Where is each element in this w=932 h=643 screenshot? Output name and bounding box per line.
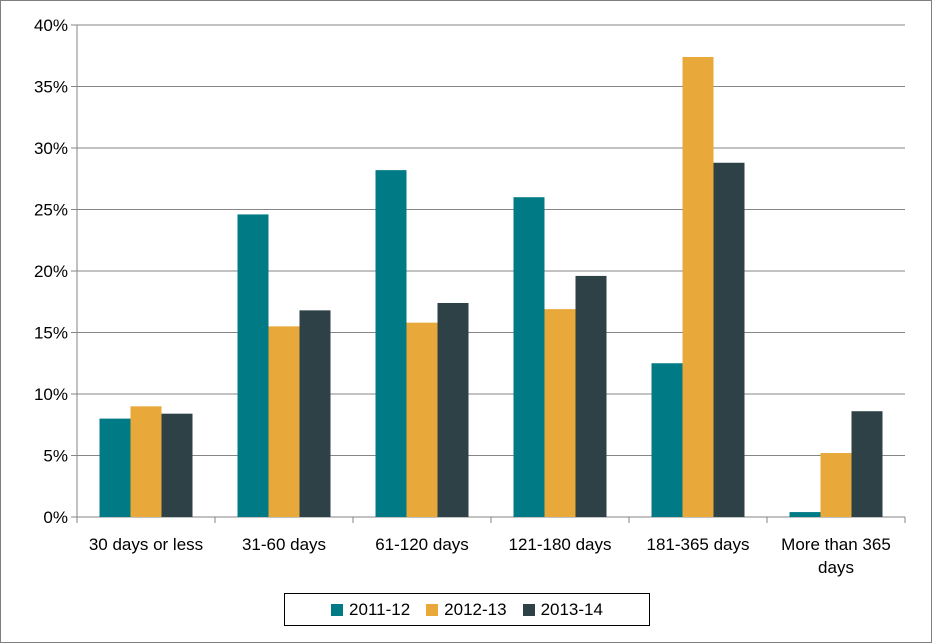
legend-label-2011-12: 2011-12 (349, 599, 411, 619)
bar-2013-14-1 (299, 310, 331, 517)
x-tick-label: 31-60 days (242, 535, 326, 554)
bar-2011-12-2 (375, 170, 407, 517)
legend: 2011-12 2012-13 2013-14 (284, 593, 650, 626)
bar-2011-12-0 (99, 418, 131, 517)
legend-swatch-2013-14 (522, 603, 535, 616)
y-tick-label: 10% (34, 385, 68, 404)
x-tick-label: 181-365 days (646, 535, 749, 554)
legend-item-2011-12: 2011-12 (331, 600, 410, 620)
y-tick-label: 35% (34, 78, 68, 97)
bar-2011-12-1 (237, 214, 269, 518)
bar-2012-13-2 (406, 322, 438, 517)
legend-swatch-2012-13 (426, 603, 439, 616)
legend-item-2012-13: 2012-13 (426, 599, 507, 620)
x-tick-label: 121-180 days (508, 535, 611, 554)
x-tick-label: More than 365 (781, 535, 891, 554)
bar-2012-13-1 (268, 326, 300, 517)
bar-2013-14-4 (713, 162, 745, 517)
bar-2011-12-3 (513, 197, 545, 517)
legend-label-2013-14: 2013-14 (540, 599, 603, 619)
x-tick-label: days (818, 558, 854, 577)
legend-item-2013-14: 2013-14 (522, 599, 603, 620)
bar-2013-14-5 (851, 411, 883, 517)
bar-2012-13-3 (544, 309, 576, 517)
y-tick-label: 40% (34, 16, 68, 35)
y-tick-label: 0% (43, 508, 68, 527)
bar-2013-14-3 (575, 275, 607, 517)
y-tick-label: 15% (34, 324, 68, 343)
bar-2012-13-4 (682, 56, 714, 517)
y-tick-label: 5% (43, 447, 68, 466)
bar-2013-14-2 (437, 302, 469, 517)
bar-2012-13-0 (130, 406, 162, 517)
bar-2011-12-5 (789, 512, 821, 517)
y-tick-label: 30% (34, 139, 68, 158)
bar-2013-14-0 (161, 413, 193, 517)
y-tick-label: 20% (34, 262, 68, 281)
bar-2011-12-4 (651, 363, 683, 517)
x-tick-label: 30 days or less (89, 535, 203, 554)
legend-label-2012-13: 2012-13 (444, 599, 507, 619)
legend-swatch-2011-12 (331, 603, 344, 616)
y-tick-label: 25% (34, 201, 68, 220)
bar-2012-13-5 (820, 453, 852, 517)
x-tick-label: 61-120 days (375, 535, 469, 554)
